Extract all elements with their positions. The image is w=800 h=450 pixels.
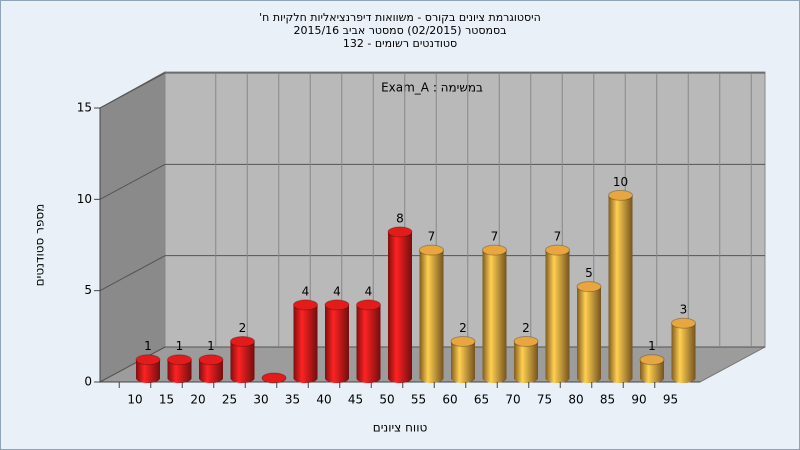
data-label: 1 [207,339,215,353]
grid-line [99,346,166,383]
chart-subtitle: סטודנטים רשומים - 132 [343,37,457,50]
x-axis-label: טווח ציונים [373,421,428,435]
bar-top [482,244,507,256]
bar [293,304,318,383]
chart-subtitle: בסמסטר (02/2015) סמסטר אביב 2015/16 [293,24,506,37]
grid-line [99,163,166,200]
y-tick-label: 15 [77,101,92,115]
x-tick-label: 90 [631,393,646,407]
bar-top [198,354,224,366]
bar-top [261,372,287,384]
x-tick-label: 70 [505,393,520,407]
data-label: 2 [459,321,467,335]
annotation: במשימה : Exam_A [381,81,483,95]
bar-top [356,299,381,311]
back-wall [164,71,766,348]
bar-top [576,281,602,293]
bar-top [513,335,539,347]
bar-top [419,244,444,256]
data-label: 1 [176,339,184,353]
bar-top [167,354,192,366]
bar-top [639,354,665,366]
data-label: 10 [613,175,628,189]
bar [199,359,223,383]
x-tick-label: 20 [190,393,205,407]
x-tick-label: 75 [537,393,552,407]
bar-top [671,317,696,329]
data-label: 2 [522,321,530,335]
bar-top [324,299,350,311]
bar-top [608,189,633,201]
bar [482,250,507,383]
x-tick-label: 30 [253,393,268,407]
bar-top [387,226,413,238]
bar [230,341,255,383]
data-label: 1 [144,339,152,353]
grid-line [99,72,166,109]
data-label: 7 [491,230,499,244]
bar [640,359,664,383]
bar [167,359,192,383]
x-tick-label: 35 [285,393,300,407]
bar [577,286,601,383]
x-tick-label: 50 [379,393,394,407]
bar [136,359,160,383]
x-tick-label: 55 [411,393,426,407]
y-axis-label: מספר סטודנטים [33,204,47,287]
bar [671,323,696,383]
bar-top [135,354,161,366]
bar [388,231,412,383]
x-tick-label: 65 [474,393,489,407]
bar-top [293,299,318,311]
y-tick-label: 5 [84,283,92,297]
x-tick-label: 10 [127,393,142,407]
data-label: 3 [680,303,688,317]
data-label: 7 [428,230,436,244]
data-label: 2 [239,321,247,335]
bar-top [450,335,476,347]
x-tick-label: 60 [442,393,457,407]
bar [608,195,633,383]
x-tick-label: 80 [568,393,583,407]
data-label: 1 [648,339,656,353]
bar-top [545,244,570,256]
x-tick-label: 85 [600,393,615,407]
bar [451,341,475,383]
data-label: 7 [554,230,562,244]
x-tick-label: 45 [348,393,363,407]
x-tick-label: 95 [663,393,678,407]
data-label: 4 [302,284,310,298]
x-tick-label: 15 [159,393,174,407]
bar-top [230,335,255,347]
bar [514,341,538,383]
data-label: 8 [396,211,404,225]
data-label: 4 [333,284,341,298]
data-label: 4 [365,284,373,298]
chart-title: היסטוגרמת ציונים בקורס - משוואות דיפרנצי… [259,11,541,24]
y-tick-label: 0 [84,375,92,389]
grid-line [99,255,166,292]
bar [419,250,444,383]
y-tick-label: 10 [77,192,92,206]
data-label: 5 [585,266,593,280]
bar [325,304,349,383]
bar [545,250,570,383]
x-tick-label: 25 [222,393,237,407]
bar [356,304,381,383]
side-wall [99,71,166,383]
x-tick-label: 40 [316,393,331,407]
